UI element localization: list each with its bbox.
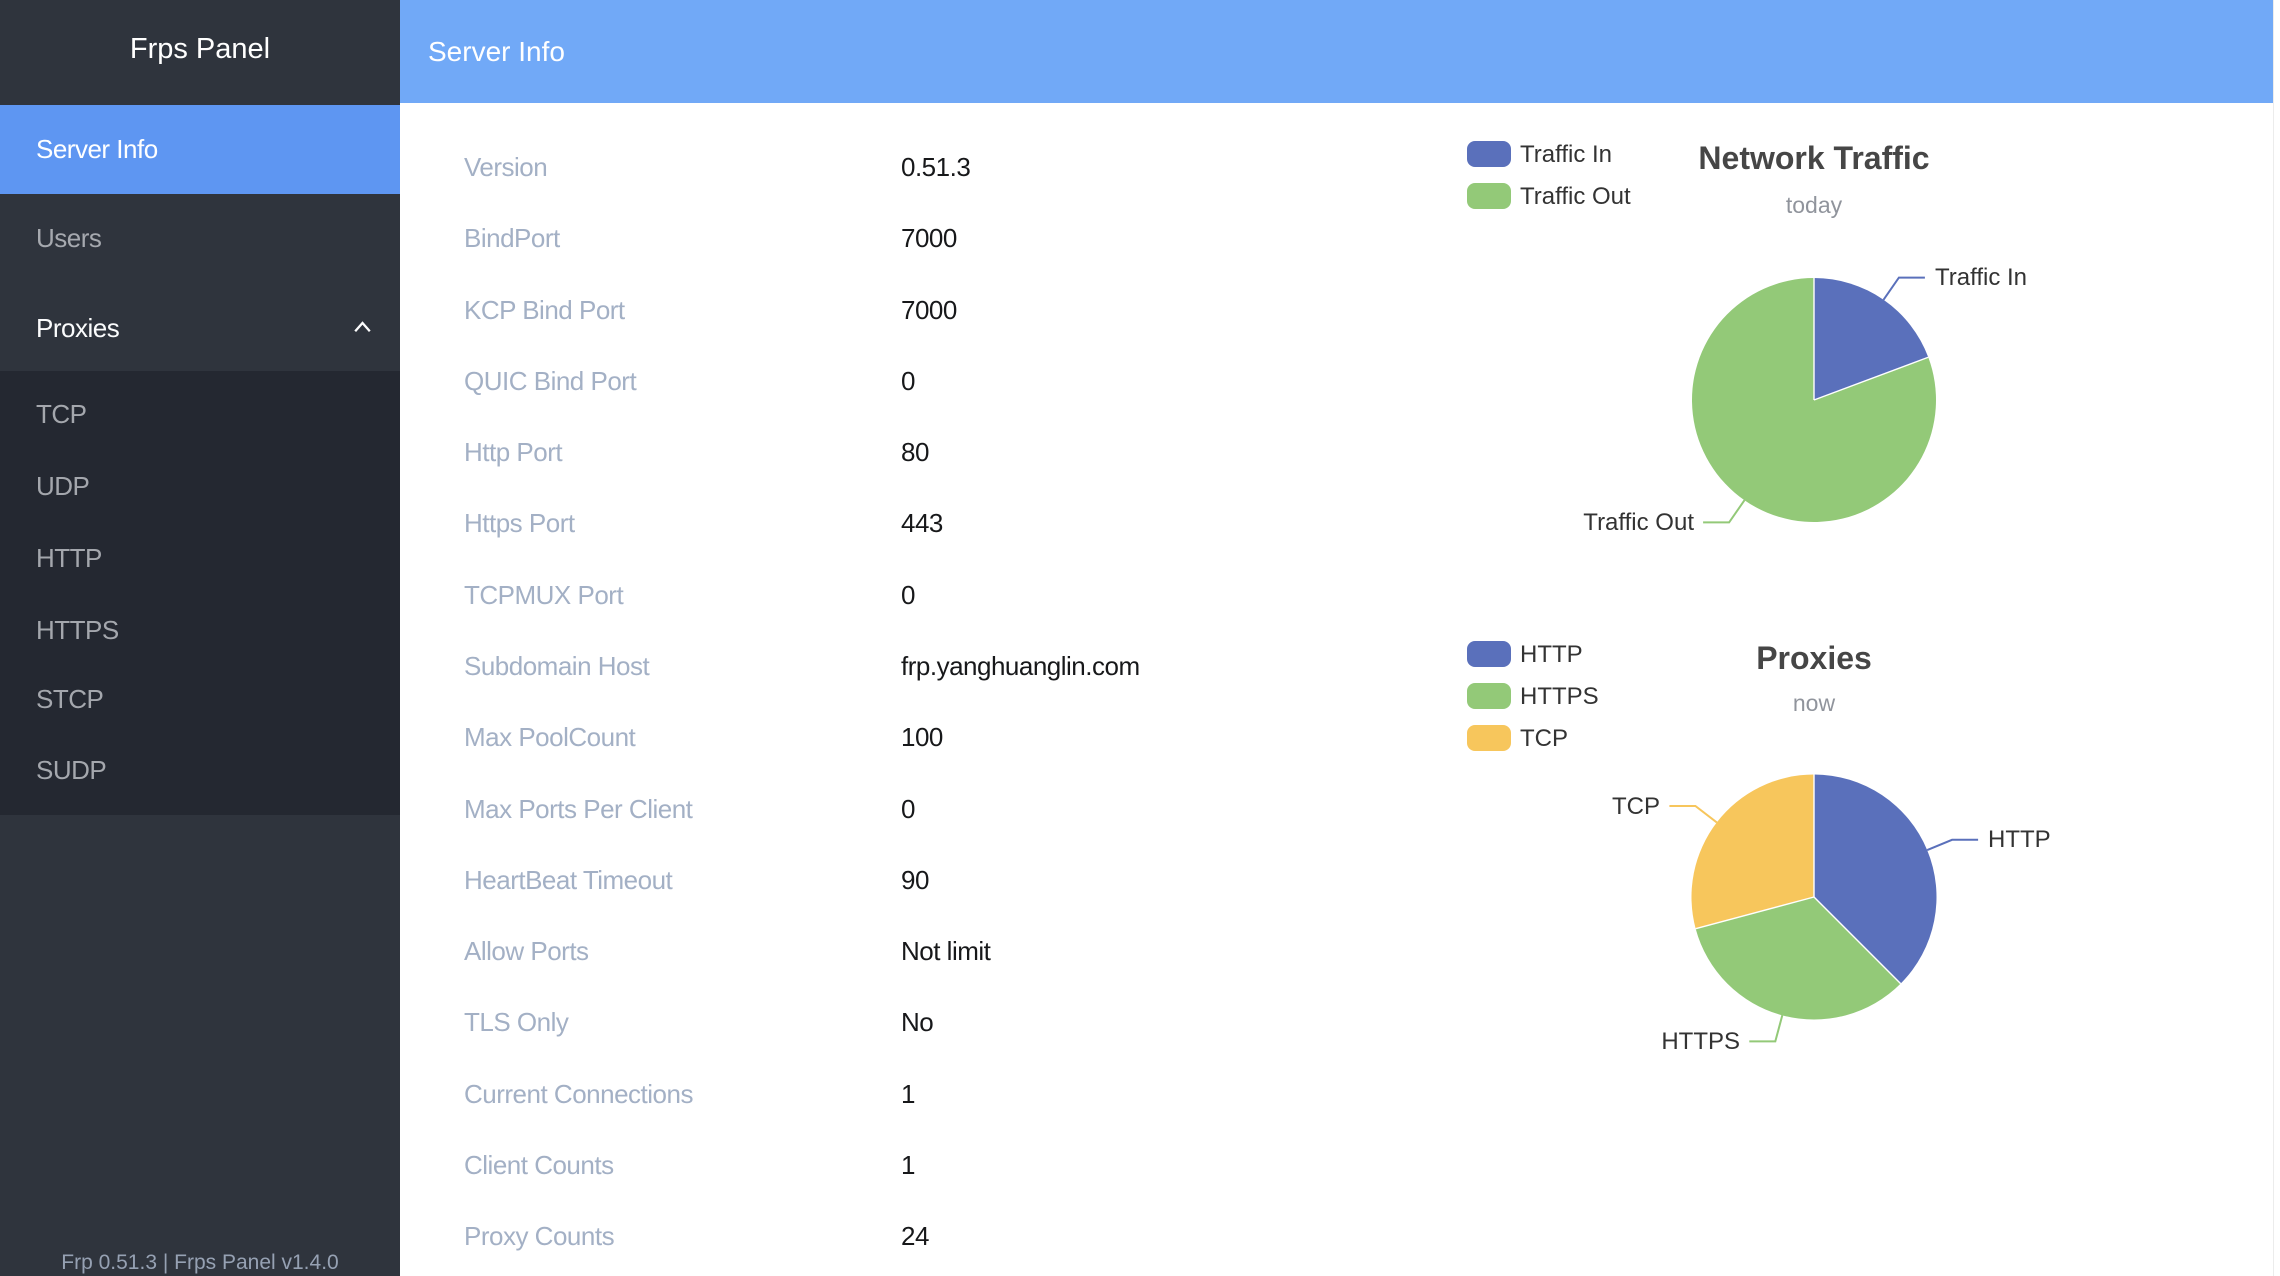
svg-text:Proxies: Proxies	[1756, 640, 1872, 676]
svg-text:HTTP: HTTP	[1520, 641, 1583, 668]
svg-text:HTTPS: HTTPS	[1520, 683, 1599, 710]
svg-text:Traffic In: Traffic In	[1935, 264, 2027, 291]
svg-text:now: now	[1793, 690, 1836, 716]
svg-text:HTTPS: HTTPS	[1661, 1028, 1740, 1055]
svg-text:TCP: TCP	[1612, 793, 1660, 820]
svg-text:HTTP: HTTP	[1988, 826, 2051, 853]
svg-text:TCP: TCP	[1520, 725, 1568, 752]
svg-text:Traffic In: Traffic In	[1520, 141, 1612, 168]
svg-text:Traffic Out: Traffic Out	[1583, 509, 1694, 536]
svg-text:Network Traffic: Network Traffic	[1698, 140, 1929, 176]
svg-text:today: today	[1786, 192, 1843, 218]
svg-text:Traffic Out: Traffic Out	[1520, 183, 1631, 210]
